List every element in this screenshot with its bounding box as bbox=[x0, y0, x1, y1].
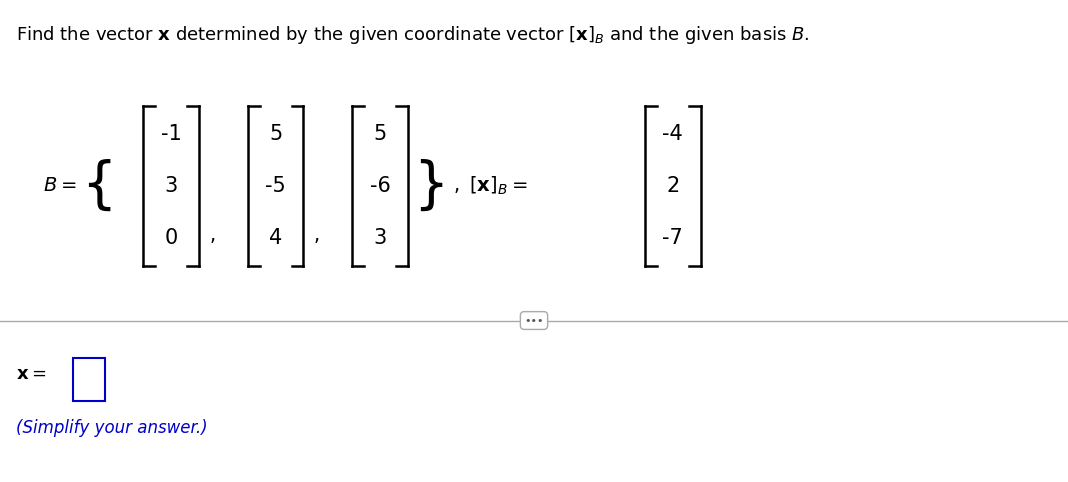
Text: $,\ [\mathbf{x}]_B=$: $,\ [\mathbf{x}]_B=$ bbox=[453, 174, 528, 197]
Text: 0: 0 bbox=[164, 228, 177, 248]
Text: 3: 3 bbox=[374, 228, 387, 248]
Text: $\}$: $\}$ bbox=[413, 158, 443, 214]
Text: Find the vector $\mathbf{x}$ determined by the given coordinate vector $[\mathbf: Find the vector $\mathbf{x}$ determined … bbox=[16, 24, 810, 46]
Text: $B=$: $B=$ bbox=[44, 176, 77, 195]
Text: •••: ••• bbox=[524, 316, 544, 325]
Text: ,: , bbox=[209, 226, 216, 245]
Text: $\{$: $\{$ bbox=[81, 158, 111, 214]
Text: (Simplify your answer.): (Simplify your answer.) bbox=[16, 419, 207, 437]
Text: $\mathbf{x}=$: $\mathbf{x}=$ bbox=[16, 364, 46, 383]
Text: 3: 3 bbox=[164, 175, 177, 196]
Text: ,: , bbox=[314, 226, 320, 245]
Text: -6: -6 bbox=[370, 175, 391, 196]
Text: -5: -5 bbox=[265, 175, 286, 196]
Text: -1: -1 bbox=[160, 123, 182, 144]
Text: 5: 5 bbox=[269, 123, 282, 144]
Text: 5: 5 bbox=[374, 123, 387, 144]
Text: -7: -7 bbox=[662, 228, 684, 248]
Text: -4: -4 bbox=[662, 123, 684, 144]
Text: 4: 4 bbox=[269, 228, 282, 248]
FancyBboxPatch shape bbox=[73, 358, 105, 401]
Text: 2: 2 bbox=[666, 175, 679, 196]
